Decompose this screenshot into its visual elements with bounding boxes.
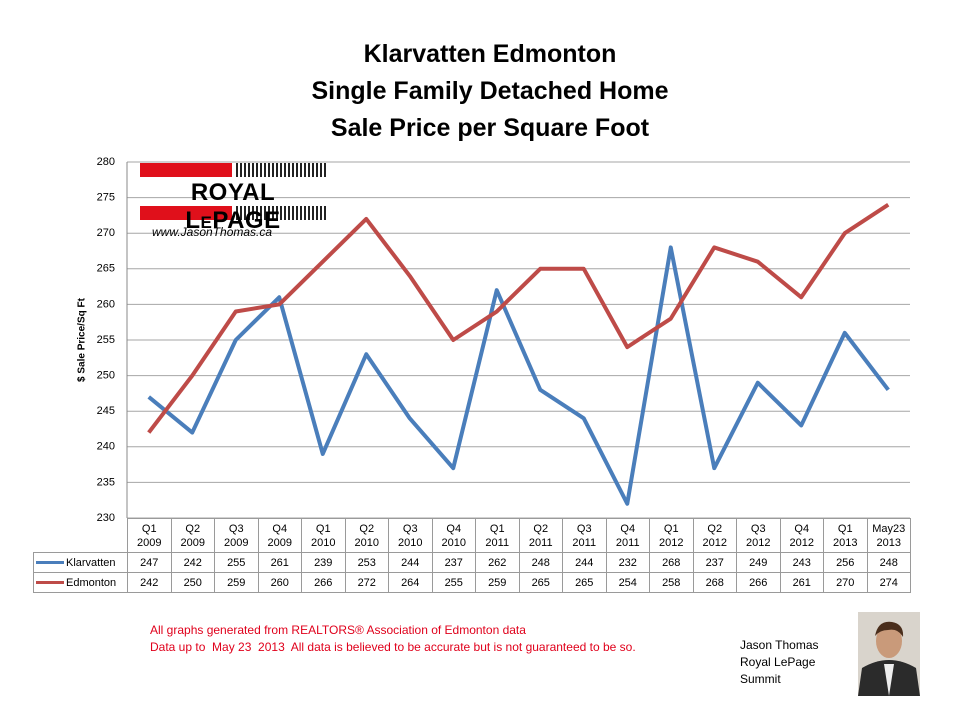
x-tick-label: Q3 2012 [736, 518, 781, 553]
table-value: 244 [562, 552, 607, 573]
photo-hair [875, 621, 904, 637]
photo-face [876, 624, 902, 658]
table-value: 243 [779, 552, 824, 573]
logo-brand: ROYAL LePAGE [185, 179, 281, 234]
table-value: 270 [823, 572, 868, 593]
x-tick-label: Q2 2009 [170, 518, 215, 553]
x-tick-label: Q2 2010 [344, 518, 389, 553]
table-value: 261 [257, 552, 302, 573]
legend-entry: Edmonton [33, 572, 128, 593]
signature: Jason Thomas Royal LePage Summit [740, 638, 819, 686]
x-tick-label: Q2 2012 [692, 518, 737, 553]
table-value: 254 [605, 572, 650, 593]
y-tick-label: 235 [97, 476, 115, 488]
table-row: Edmonton 242 250 259 260 266 272 264 255 259 265 26… [33, 572, 911, 593]
table-value: 256 [823, 552, 868, 573]
table-value: 242 [127, 572, 172, 593]
table-value: 261 [779, 572, 824, 593]
x-tick-label: Q4 2011 [605, 518, 650, 553]
table-value: 239 [301, 552, 346, 573]
x-tick-label: Q3 2009 [214, 518, 259, 553]
x-tick-label: Q4 2010 [431, 518, 476, 553]
table-value: 237 [431, 552, 476, 573]
legend-swatch [36, 581, 64, 585]
table-value: 266 [736, 572, 781, 593]
table-value: 264 [388, 572, 433, 593]
table-value: 232 [605, 552, 650, 573]
table-value: 262 [475, 552, 520, 573]
x-tick-label: Q3 2011 [562, 518, 607, 553]
x-tick-label: Q3 2010 [388, 518, 433, 553]
table-value: 247 [127, 552, 172, 573]
legend-swatch [36, 561, 64, 565]
series-line [147, 203, 890, 434]
x-tick-label: Q1 2011 [475, 518, 520, 553]
table-value: 266 [301, 572, 346, 593]
logo-bar [140, 163, 232, 177]
y-tick-label: 250 [97, 370, 115, 382]
logo-url: www.JasonThomas.ca [152, 225, 273, 239]
table-value: 259 [214, 572, 259, 593]
table-value: 258 [649, 572, 694, 593]
table-value: 253 [344, 552, 389, 573]
x-tick-label: Q2 2011 [518, 518, 563, 553]
table-value: 265 [562, 572, 607, 593]
legend-entry: Klarvatten [33, 552, 128, 573]
y-tick-label: 280 [97, 156, 115, 168]
table-value: 242 [170, 552, 215, 573]
corner [34, 519, 128, 553]
header-row: Q1 2009 Q2 2009 Q3 2009 Q4 2009 Q1 2010 Q2 20… [34, 518, 911, 553]
table-value: 248 [518, 552, 563, 573]
y-tick-label: 230 [97, 512, 115, 524]
x-tick-label: Q1 2010 [301, 518, 346, 553]
x-tick-label: Q1 2013 [823, 518, 868, 553]
table-row: Klarvatten 247 242 255 261 239 253 244 237 262 248… [33, 552, 911, 573]
table-value: 260 [257, 572, 302, 593]
table-value: 274 [866, 572, 911, 593]
y-tick-label: 270 [97, 227, 115, 239]
y-tick-label: 265 [97, 263, 115, 275]
x-tick-label: Q4 2012 [779, 518, 824, 553]
logo-bar [140, 206, 232, 220]
table-value: 244 [388, 552, 433, 573]
y-tick-label: 245 [97, 405, 115, 417]
y-tick-label: 260 [97, 298, 115, 310]
table-value: 255 [431, 572, 476, 593]
x-tick-label: Q1 2009 [127, 518, 172, 553]
chart-title: Klarvatten Edmonton Single Family Detach… [311, 40, 669, 142]
x-tick-label: May23 2013 [866, 518, 911, 553]
legend-label: Edmonton [66, 576, 117, 589]
data-table: Q1 2009 Q2 2009 Q3 2009 Q4 2009 Q1 2010 Q2 20… [33, 518, 911, 593]
logo [140, 163, 326, 220]
table-value: 272 [344, 572, 389, 593]
note: All graphs generated from REALTORS® Asso… [150, 623, 526, 637]
table-value: 255 [214, 552, 259, 573]
table-value: 268 [692, 572, 737, 593]
table-value: 268 [649, 552, 694, 573]
logo-stripes [236, 206, 326, 220]
x-tick-label: Q1 2012 [649, 518, 694, 553]
logo-stripes [236, 163, 326, 177]
table-value: 259 [475, 572, 520, 593]
y-tick-label: 240 [97, 441, 115, 453]
photo-shirt [884, 664, 894, 696]
note: Data up to May 23 2013 All data is belie… [150, 640, 636, 654]
y-axis-label: $ Sale Price/Sq Ft [77, 297, 88, 382]
table-value: 248 [866, 552, 911, 573]
table-value: 250 [170, 572, 215, 593]
y-tick-label: 275 [97, 192, 115, 204]
table-value: 249 [736, 552, 781, 573]
x-tick-label: Q4 2009 [257, 518, 302, 553]
table-value: 265 [518, 572, 563, 593]
photo [858, 612, 920, 696]
y-tick-label: 255 [97, 334, 115, 346]
table-value: 237 [692, 552, 737, 573]
legend-label: Klarvatten [66, 556, 116, 569]
